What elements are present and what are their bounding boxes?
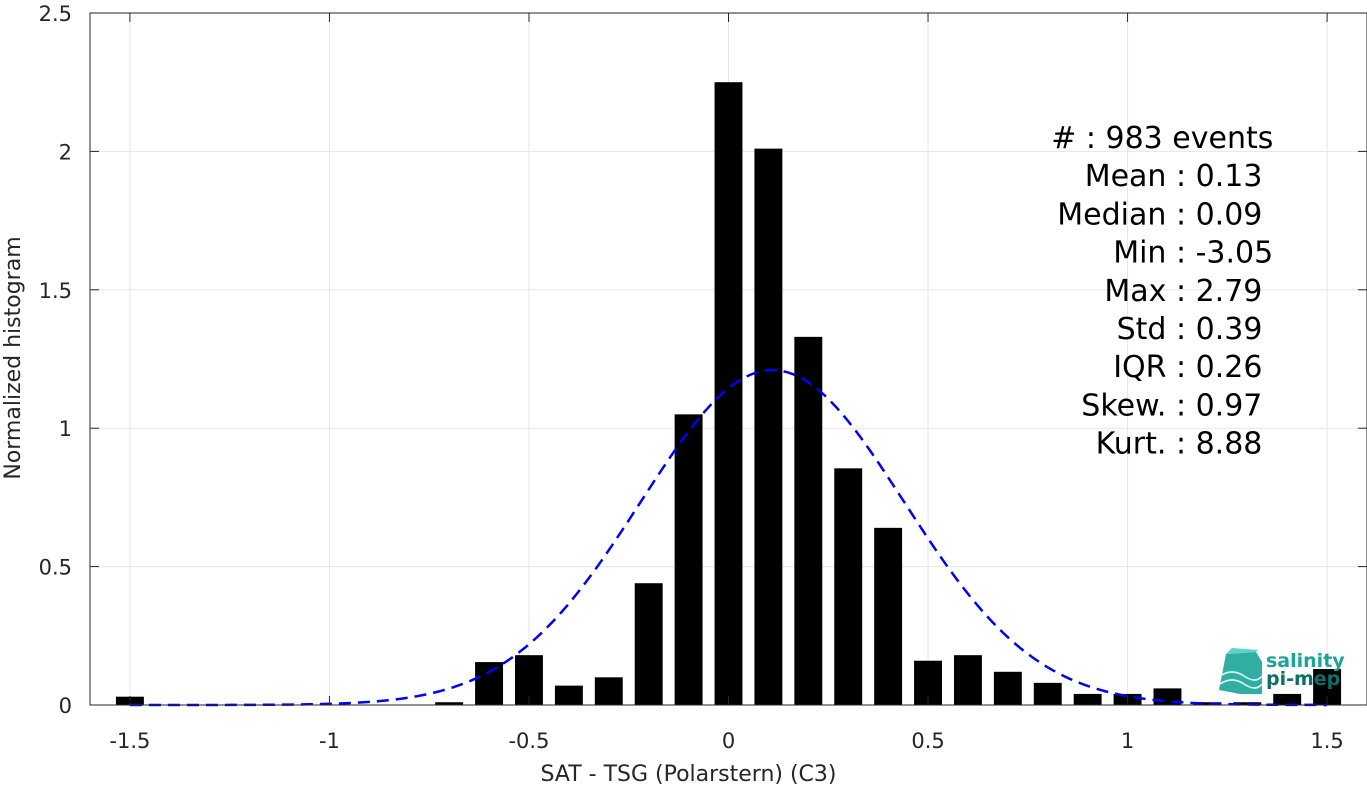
stat-line: # : 983 events	[1051, 121, 1273, 156]
wave-icon	[1219, 648, 1263, 694]
y-axis-label: Normalized histogram	[1, 236, 26, 479]
x-axis-label: SAT - TSG (Polarstern) (C3)	[540, 762, 836, 785]
y-tick-label: 2.5	[39, 2, 72, 26]
stat-line: Skew. : 0.97	[1081, 388, 1262, 423]
salinity-pi-mep-logo: salinity pi-mep	[1219, 648, 1345, 694]
stat-line: Min : -3.05	[1113, 236, 1273, 271]
histogram-bar	[754, 148, 783, 705]
x-tick-label: 0.5	[911, 729, 944, 753]
stat-line: Max : 2.79	[1104, 274, 1262, 309]
histogram-bar	[594, 677, 623, 705]
histogram-bar	[475, 662, 504, 705]
histogram-bar	[714, 82, 743, 705]
histogram-bar	[993, 671, 1022, 705]
y-axis-ticks: 0 0.5 1 1.5 2 2.5	[39, 2, 1367, 718]
histogram-bar	[1033, 682, 1062, 705]
histogram-bars	[115, 82, 1342, 705]
histogram-bar	[1193, 702, 1222, 705]
y-tick-label: 1.5	[39, 279, 72, 303]
x-axis-ticks: -1.5 -1 -0.5 0 0.5 1 1.5	[109, 13, 1344, 753]
stat-line: Median : 0.09	[1057, 197, 1262, 232]
histogram-bar	[1233, 702, 1262, 705]
x-tick-label: 0	[722, 729, 735, 753]
x-tick-label: -0.5	[508, 729, 549, 753]
y-tick-label: 0	[59, 694, 72, 718]
histogram-bar	[834, 468, 863, 705]
histogram-bar	[634, 583, 663, 705]
x-tick-label: -1	[319, 729, 340, 753]
logo-text-pi-mep: pi-mep	[1266, 668, 1340, 690]
histogram-bar	[874, 527, 903, 705]
stat-line: IQR : 0.26	[1113, 350, 1262, 385]
histogram-bar	[1273, 693, 1302, 705]
x-tick-label: 1.5	[1310, 729, 1343, 753]
stat-line: Std : 0.39	[1117, 312, 1263, 347]
stat-line: Mean : 0.13	[1085, 159, 1263, 194]
y-tick-label: 0.5	[39, 556, 72, 580]
histogram-bar	[1073, 693, 1102, 705]
x-tick-label: 1	[1121, 729, 1134, 753]
histogram-bar	[435, 702, 464, 705]
histogram-bar	[674, 414, 703, 705]
stat-line: Kurt. : 8.88	[1096, 427, 1263, 462]
histogram-bar	[794, 336, 823, 705]
histogram-bar	[554, 685, 583, 705]
histogram-bar	[953, 655, 982, 705]
logo-text-salinity: salinity	[1266, 650, 1345, 672]
y-tick-label: 2	[59, 140, 72, 164]
y-tick-label: 1	[59, 417, 72, 441]
x-tick-label: -1.5	[109, 729, 150, 753]
